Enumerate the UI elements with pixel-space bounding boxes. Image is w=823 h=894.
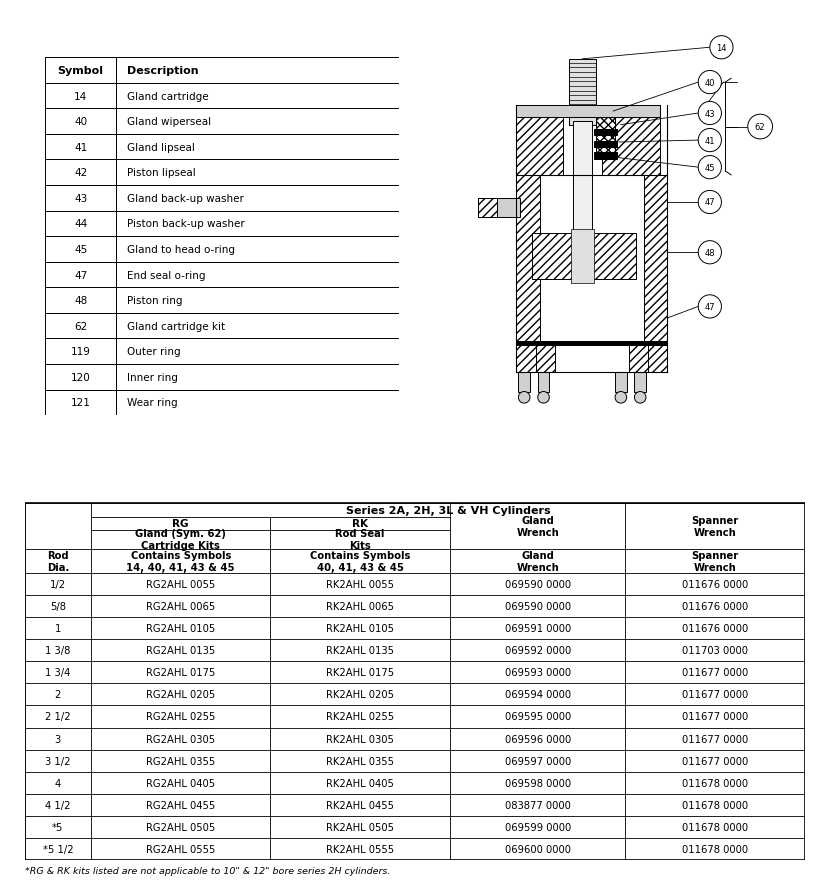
Circle shape (698, 130, 722, 153)
Bar (537, 373, 549, 392)
Text: RG2AHL 0255: RG2AHL 0255 (146, 712, 216, 721)
Bar (593, 153, 617, 159)
Text: RG2AHL 0175: RG2AHL 0175 (146, 668, 216, 678)
Bar (45, 186, 116, 211)
Bar (91, 684, 271, 705)
Text: RK2AHL 0555: RK2AHL 0555 (326, 844, 394, 854)
Bar (477, 198, 520, 218)
Bar (625, 503, 805, 550)
Bar (45, 263, 116, 288)
Text: 011678 0000: 011678 0000 (682, 844, 748, 854)
Text: 119: 119 (71, 347, 91, 357)
Text: 011677 0000: 011677 0000 (682, 755, 748, 766)
Bar (536, 346, 555, 373)
Bar (625, 816, 805, 838)
Bar (271, 705, 450, 728)
Text: 120: 120 (71, 373, 91, 383)
Bar (517, 106, 659, 118)
Bar (91, 573, 271, 595)
Bar (271, 618, 450, 639)
Text: RG2AHL 0355: RG2AHL 0355 (146, 755, 216, 766)
Text: 011678 0000: 011678 0000 (682, 822, 748, 832)
Bar (45, 84, 116, 109)
Text: RK2AHL 0255: RK2AHL 0255 (326, 712, 394, 721)
Bar (635, 373, 646, 392)
Text: Gland back-up washer: Gland back-up washer (127, 194, 244, 204)
Text: 2: 2 (54, 689, 61, 700)
Bar (625, 550, 805, 573)
Bar (625, 518, 805, 530)
Bar (25, 662, 91, 684)
Bar (271, 728, 450, 750)
Bar (271, 639, 450, 662)
Bar (569, 60, 596, 125)
Text: RG2AHL 0205: RG2AHL 0205 (146, 689, 216, 700)
Bar (91, 639, 271, 662)
Text: 069600 0000: 069600 0000 (504, 844, 570, 854)
Bar (450, 595, 625, 618)
Text: Contains Symbols
14, 40, 41, 43 & 45: Contains Symbols 14, 40, 41, 43 & 45 (127, 551, 235, 572)
Text: 43: 43 (704, 109, 715, 118)
Bar (450, 838, 625, 860)
Text: 069594 0000: 069594 0000 (504, 689, 570, 700)
Circle shape (698, 241, 722, 265)
Bar (271, 750, 450, 772)
Text: *RG & RK kits listed are not applicable to 10" & 12" bore series 2H cylinders.: *RG & RK kits listed are not applicable … (25, 865, 390, 874)
Text: RK2AHL 0065: RK2AHL 0065 (326, 602, 394, 611)
Text: Symbol: Symbol (58, 66, 104, 76)
Text: RG2AHL 0555: RG2AHL 0555 (146, 844, 216, 854)
Bar (518, 373, 530, 392)
Text: RG2AHL 0105: RG2AHL 0105 (146, 623, 216, 634)
Bar (625, 684, 805, 705)
Bar (25, 618, 91, 639)
Text: RG2AHL 0505: RG2AHL 0505 (146, 822, 216, 832)
Text: 40: 40 (704, 79, 715, 88)
Bar (625, 618, 805, 639)
Bar (450, 503, 625, 550)
Text: Gland wiperseal: Gland wiperseal (127, 117, 211, 127)
Bar (450, 518, 625, 530)
Text: RG2AHL 0455: RG2AHL 0455 (146, 800, 216, 810)
Bar (91, 595, 271, 618)
Bar (116, 135, 399, 160)
Text: 45: 45 (704, 164, 715, 173)
Text: Gland (Sym. 62)
Cartridge Kits: Gland (Sym. 62) Cartridge Kits (135, 529, 226, 551)
Bar (45, 211, 116, 237)
Text: 011677 0000: 011677 0000 (682, 712, 748, 721)
Bar (91, 503, 805, 518)
Bar (450, 816, 625, 838)
Bar (450, 573, 625, 595)
Text: 011676 0000: 011676 0000 (682, 623, 748, 634)
Bar (45, 109, 116, 135)
Text: *5: *5 (52, 822, 63, 832)
Bar (91, 838, 271, 860)
Text: 4: 4 (54, 778, 61, 788)
Text: 47: 47 (704, 302, 715, 312)
Text: Piston ring: Piston ring (127, 296, 182, 306)
Bar (25, 750, 91, 772)
Text: RK2AHL 0355: RK2AHL 0355 (326, 755, 394, 766)
Bar (602, 106, 659, 176)
Text: 069590 0000: 069590 0000 (504, 602, 570, 611)
Text: Piston lipseal: Piston lipseal (127, 168, 195, 178)
Text: 41: 41 (704, 137, 715, 146)
Bar (450, 728, 625, 750)
Circle shape (698, 296, 722, 318)
Bar (91, 662, 271, 684)
Text: 011678 0000: 011678 0000 (682, 778, 748, 788)
Text: RK: RK (352, 519, 368, 528)
Bar (45, 390, 116, 416)
Text: 069593 0000: 069593 0000 (504, 668, 570, 678)
Bar (116, 84, 399, 109)
Text: RK2AHL 0055: RK2AHL 0055 (326, 579, 394, 589)
Text: 1 3/8: 1 3/8 (45, 645, 71, 655)
Circle shape (518, 392, 530, 404)
Bar (517, 176, 540, 346)
Bar (271, 595, 450, 618)
Text: 069597 0000: 069597 0000 (504, 755, 571, 766)
Text: RK2AHL 0205: RK2AHL 0205 (326, 689, 394, 700)
Text: 47: 47 (74, 270, 87, 280)
Bar (450, 550, 625, 573)
Bar (25, 595, 91, 618)
Bar (625, 794, 805, 816)
